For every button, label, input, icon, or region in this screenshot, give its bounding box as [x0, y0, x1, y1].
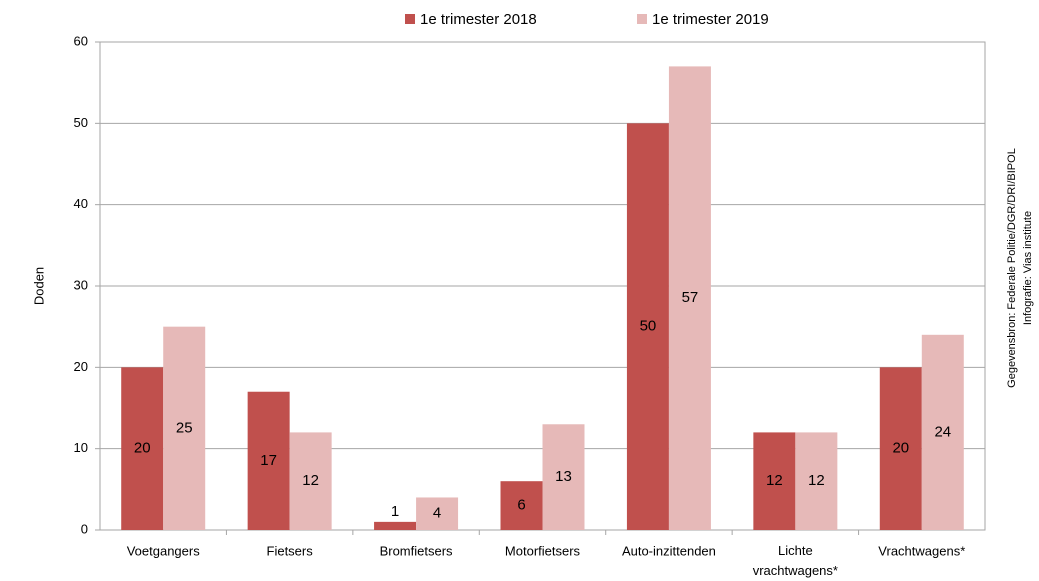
- x-tick-label: Bromfietsers: [380, 543, 453, 558]
- y-tick-label: 50: [74, 115, 88, 130]
- legend-label: 1e trimester 2018: [420, 11, 537, 28]
- value-label: 6: [517, 497, 525, 514]
- bar: [374, 521, 417, 530]
- x-tick-label: Voetgangers: [127, 543, 201, 558]
- bar: [753, 432, 796, 530]
- bar: [500, 481, 543, 530]
- bar: [247, 391, 290, 530]
- x-tick-label: Motorfietsers: [505, 543, 581, 558]
- bar: [879, 367, 922, 530]
- value-label: 20: [892, 440, 909, 457]
- value-label: 12: [766, 472, 783, 489]
- value-label: 12: [302, 472, 319, 489]
- bar: [668, 66, 711, 531]
- x-tick-label: Fietsers: [267, 543, 314, 558]
- bar: [795, 432, 838, 530]
- value-label: 50: [640, 318, 657, 335]
- bar: [542, 424, 585, 530]
- y-tick-label: 40: [74, 196, 88, 211]
- x-tick-label: Auto-inzittenden: [622, 543, 716, 558]
- source-line: Gegevensbron: Federale Politie/DGR/DRI/B…: [1006, 148, 1018, 388]
- y-tick-label: 60: [74, 33, 88, 48]
- bar: [626, 123, 669, 530]
- bar: [416, 497, 459, 530]
- x-tick-label: Lichte vrachtwagens*: [753, 543, 838, 578]
- value-label: 57: [682, 289, 699, 306]
- bar: [163, 326, 206, 530]
- value-label: 20: [134, 440, 151, 457]
- bar: [121, 367, 164, 530]
- bar: [921, 334, 964, 530]
- value-label: 24: [934, 423, 951, 440]
- legend-swatch: [405, 14, 415, 24]
- source-line: Infografie: Vias institute: [1022, 211, 1034, 325]
- value-label: 4: [433, 505, 441, 522]
- legend-label: 1e trimester 2019: [652, 11, 769, 28]
- value-label: 1: [391, 503, 399, 520]
- x-tick-label: Vrachtwagens*: [878, 543, 965, 558]
- value-label: 25: [176, 419, 193, 436]
- bar: [289, 432, 332, 530]
- value-label: 12: [808, 472, 825, 489]
- value-label: 13: [555, 468, 572, 485]
- y-tick-label: 0: [81, 521, 88, 536]
- value-label: 17: [260, 452, 277, 469]
- y-tick-label: 10: [74, 440, 88, 455]
- y-axis-label: Doden: [31, 267, 46, 305]
- legend-swatch: [637, 14, 647, 24]
- y-tick-label: 30: [74, 277, 88, 292]
- y-tick-label: 20: [74, 359, 88, 374]
